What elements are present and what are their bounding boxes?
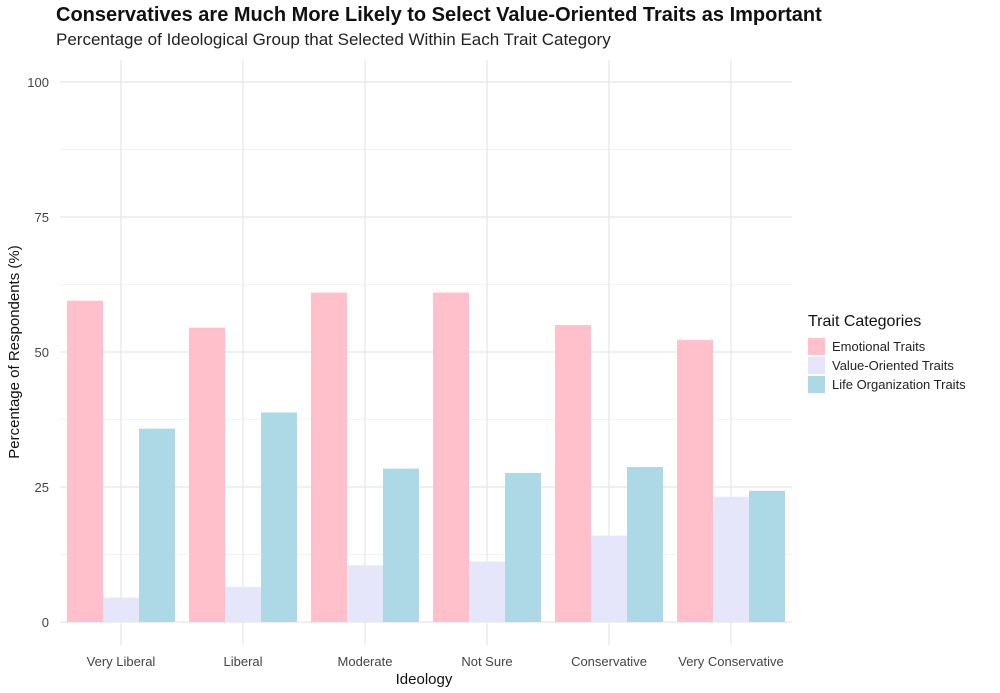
chart-title: Conservatives are Much More Likely to Se… — [56, 4, 822, 26]
bar — [67, 300, 103, 622]
legend-label: Value-Oriented Traits — [832, 358, 954, 373]
bar — [591, 535, 627, 622]
y-axis-ticks: 0 25 50 75 100 — [27, 75, 49, 630]
y-tick-label: 75 — [35, 210, 49, 225]
bar — [713, 496, 749, 622]
legend-item: Value-Oriented Traits — [808, 356, 966, 375]
bar — [189, 327, 225, 622]
bar — [225, 586, 261, 622]
legend-label: Emotional Traits — [832, 339, 926, 354]
y-tick-label: 100 — [27, 75, 49, 90]
bar — [627, 467, 663, 622]
x-tick-label: Moderate — [338, 654, 393, 669]
x-tick-label: Liberal — [223, 654, 262, 669]
bar — [555, 325, 591, 622]
bar — [311, 292, 347, 622]
bars — [67, 292, 785, 622]
x-tick-label: Conservative — [571, 654, 647, 669]
y-tick-label: 50 — [35, 345, 49, 360]
legend-items: Emotional Traits Value-Oriented Traits Lif… — [808, 337, 966, 394]
bar — [469, 561, 505, 622]
bar — [505, 472, 541, 622]
bar — [749, 490, 785, 622]
legend-swatch — [808, 338, 825, 355]
legend-swatch — [808, 357, 825, 374]
y-tick-label: 25 — [35, 480, 49, 495]
legend-title: Trait Categories — [808, 313, 922, 330]
gridlines — [60, 60, 792, 645]
y-axis-label: Percentage of Respondents (%) — [6, 245, 23, 458]
x-axis-label: Ideology — [396, 671, 453, 688]
legend-label: Life Organization Traits — [832, 377, 966, 392]
bar — [103, 597, 139, 622]
bar — [383, 468, 419, 622]
bar — [433, 292, 469, 622]
bar — [261, 412, 297, 622]
x-axis-ticks: Very Liberal Liberal Moderate Not Sure Conse… — [87, 654, 784, 669]
chart-subtitle: Percentage of Ideological Group that Sel… — [56, 30, 611, 49]
legend-swatch — [808, 376, 825, 393]
bar — [677, 340, 713, 622]
x-tick-label: Not Sure — [461, 654, 512, 669]
y-tick-label: 0 — [42, 615, 49, 630]
legend-item: Emotional Traits — [808, 337, 966, 356]
legend: Trait Categories Emotional Traits Value-O… — [808, 313, 966, 394]
x-tick-label: Very Liberal — [87, 654, 156, 669]
bar — [139, 428, 175, 622]
x-tick-label: Very Conservative — [678, 654, 784, 669]
bar — [347, 565, 383, 622]
legend-item: Life Organization Traits — [808, 375, 966, 394]
